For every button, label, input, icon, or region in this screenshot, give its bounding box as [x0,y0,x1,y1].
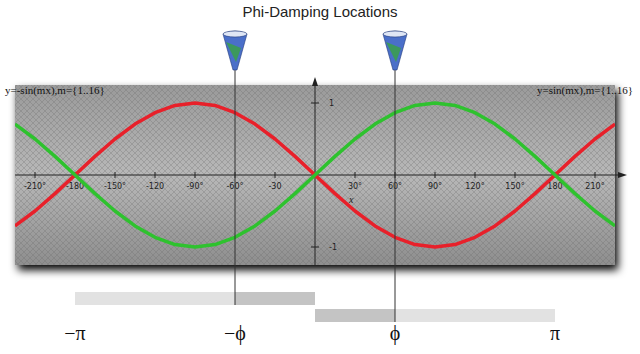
x-tick [155,172,156,178]
damping-band [75,292,315,305]
series-group [15,103,615,247]
damping-band-core [235,292,315,305]
x-tick [435,172,436,178]
x-tick-label: 90° [428,182,442,191]
x-tick-label: -120 [146,182,164,191]
x-tick [275,172,276,178]
chart: Phi-Damping Locations -210° -180 -150° -120 -… [0,0,640,354]
funnel-icon [223,31,247,70]
x-tick [115,172,116,178]
y-axis-arrow [312,77,318,86]
x-tick-label: 180 [547,182,562,191]
annotation-label: ϕ [390,322,401,345]
x-tick [475,172,476,178]
x-tick [355,172,356,178]
damping-band-core [315,309,395,322]
x-tick-label: 120° [465,182,484,191]
damping-band [315,309,555,322]
funnel-icon [383,31,407,70]
x-axis-label: x [348,194,354,205]
x-tick-label: 30° [348,182,362,191]
x-tick-label: -150° [104,182,126,191]
x-tick [35,172,36,178]
funnel-icon-inner [226,42,241,62]
y-tick [311,247,319,248]
y-tick-label: 1 [329,99,334,108]
annotation-label: π [550,322,560,344]
y-tick [311,103,319,104]
x-tick-label: -30 [268,182,281,191]
x-tick-label: 210° [585,182,604,191]
x-tick [595,172,596,178]
x-tick [515,172,516,178]
x-tick-label: -210° [24,182,46,191]
annotation-label: −ϕ [224,322,246,345]
annotation-label: −π [64,322,85,344]
phi-line [235,62,236,305]
series-label: y=-sin(mx),m={1..16} [5,84,105,97]
funnel-icon-inner [386,42,401,62]
x-tick-label: -180 [66,182,84,191]
x-tick-label: -90° [186,182,203,191]
x-axis-arrow [618,172,627,178]
funnel-rim [383,31,407,37]
x-axis [15,175,623,176]
funnel-rim [223,31,247,37]
phi-line [395,62,396,322]
series-label: y=sin(mx),m={1..16} [537,84,633,97]
x-tick-label: 150° [505,182,524,191]
series-line [15,103,615,247]
y-tick-label: -1 [329,243,337,252]
series-line [15,103,615,247]
x-tick [195,172,196,178]
title: Phi-Damping Locations [242,3,397,20]
